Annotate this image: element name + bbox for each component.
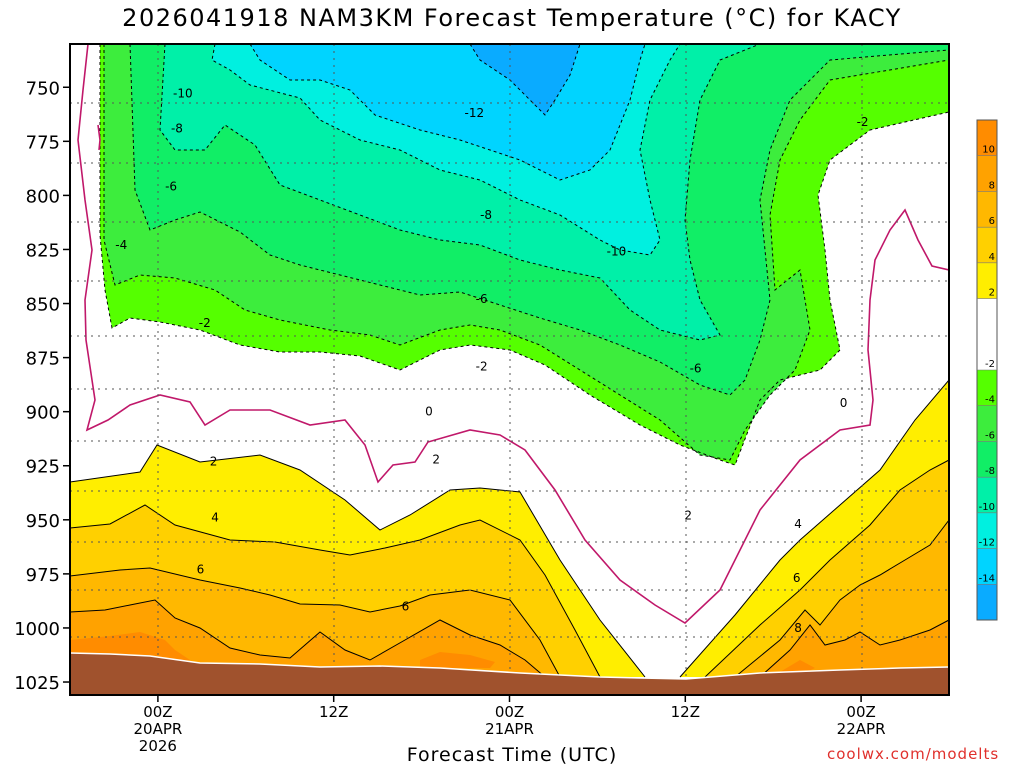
x-axis-label: Forecast Time (UTC) (406, 744, 618, 766)
surface-line (70, 652, 949, 680)
y-tick-label: 825 (26, 240, 60, 261)
y-tick-label: 800 (26, 186, 60, 207)
colorbar-label: 4 (989, 252, 995, 263)
x-tick-label: 00Z (846, 703, 875, 721)
colorbar-label: 8 (989, 180, 995, 191)
x-tick-label: 21APR (485, 720, 534, 738)
solid-contours (70, 379, 949, 678)
colorbar-swatch (977, 155, 997, 192)
colorbar-swatch (977, 262, 997, 299)
contour-0-loop (97, 124, 101, 151)
contour-label: 6 (402, 599, 410, 613)
contour-label: 6 (197, 563, 205, 577)
colorbar-label: 10 (982, 145, 995, 156)
contour-label: -6 (476, 292, 488, 306)
contour-labels: -10 -8 -6 -4 -2 -12 -8 -10 -6 -2 -6 -2 0 0 2 2 2 4 4 6 6 6 8 (115, 87, 868, 635)
contour-label: 4 (794, 517, 802, 531)
x-tick-label: 2026 (139, 737, 177, 755)
colorbar-label: -12 (979, 538, 995, 549)
colorbar-swatch (977, 548, 997, 585)
contour-label: 6 (793, 571, 801, 585)
contour-label: -4 (115, 238, 127, 252)
contour-label: 8 (794, 621, 802, 635)
y-tick-label: 775 (26, 132, 60, 153)
y-tick-label: 1000 (14, 619, 60, 640)
y-tick-label: 925 (26, 457, 60, 478)
colorbar-label: 6 (989, 216, 995, 227)
x-tick-label: 00Z (495, 703, 524, 721)
contour-minus10 (211, 44, 681, 256)
band-8-to-10-right (760, 620, 949, 677)
contour-label: -2 (857, 115, 869, 129)
freezing-contours (77, 44, 949, 624)
colorbar-swatch (977, 120, 997, 156)
y-tick-label: 950 (26, 511, 60, 532)
y-axis: 750 775 800 825 850 875 900 925 950 975 1000 1025 (14, 78, 70, 694)
contour-label: 2 (684, 508, 692, 522)
contour-label: -6 (690, 361, 702, 375)
contour-label: 2 (432, 452, 440, 466)
contour-label: 0 (425, 405, 433, 419)
y-tick-label: 750 (26, 78, 60, 99)
contour-minus14 (469, 44, 581, 116)
contour-label: -2 (476, 359, 488, 373)
contour-label: 2 (210, 454, 218, 468)
contour-label: -10 (607, 245, 627, 259)
contour-label: -10 (173, 87, 193, 101)
x-tick-label: 20APR (133, 720, 182, 738)
contour-8-left (70, 599, 546, 678)
colorbar-swatch (977, 405, 997, 442)
contour-label: -8 (171, 121, 183, 135)
contour-minus6 (129, 44, 949, 396)
contour-label: -8 (480, 208, 492, 222)
colorbar-swatch (977, 512, 997, 549)
colorbar-label: -10 (979, 502, 995, 513)
colorbar-swatch (977, 227, 997, 263)
colorbar-swatch (977, 441, 997, 478)
contour-6-right (734, 519, 949, 678)
contour-2-right (679, 379, 949, 678)
colorbar-label: 2 (989, 288, 995, 299)
colorbar-swatch (977, 191, 997, 228)
contour-4-right (704, 459, 949, 678)
contour-8-right (759, 619, 949, 678)
y-tick-label: 875 (26, 349, 60, 370)
x-tick-label: 22APR (837, 720, 886, 738)
band-minus14-to-minus16 (470, 44, 580, 115)
contour-0-main (77, 44, 949, 624)
colorbar-swatch (977, 298, 997, 370)
colorbar-swatch (977, 370, 997, 406)
contour-minus4 (103, 44, 949, 461)
contour-6-left (70, 567, 561, 678)
contour-label: -2 (199, 316, 211, 330)
colorbar-label: -6 (985, 430, 995, 441)
contour-minus2 (99, 44, 949, 466)
y-tick-label: 900 (26, 403, 60, 424)
contour-2-left (70, 444, 646, 678)
plot-area (70, 44, 949, 695)
contour-label: -12 (465, 106, 485, 120)
contour-label: 0 (840, 396, 848, 410)
contour-4-left (70, 504, 601, 678)
x-tick-label: 00Z (143, 703, 172, 721)
credit-text: coolwx.com/modelts (827, 745, 1000, 763)
y-tick-label: 1025 (14, 673, 60, 694)
chart-title: 2026041918 NAM3KM Forecast Temperature (… (122, 4, 902, 32)
y-tick-label: 850 (26, 295, 60, 316)
colorbar: 10 8 6 4 2 -2 -4 -6 -8 -10 -12 -14 (976, 119, 998, 621)
colorbar-label: -4 (985, 395, 995, 406)
colorbar-swatch (977, 477, 997, 513)
x-tick-label: 12Z (319, 703, 348, 721)
x-tick-label: 12Z (671, 703, 700, 721)
contour-label: -6 (165, 180, 177, 194)
y-tick-label: 975 (26, 565, 60, 586)
colorbar-label: -8 (985, 466, 995, 477)
colorbar-label: -2 (985, 359, 995, 370)
colorbar-swatch (977, 584, 997, 620)
contour-label: 4 (211, 511, 219, 525)
ground-terrain (70, 653, 949, 695)
colorbar-label: -14 (979, 573, 995, 584)
